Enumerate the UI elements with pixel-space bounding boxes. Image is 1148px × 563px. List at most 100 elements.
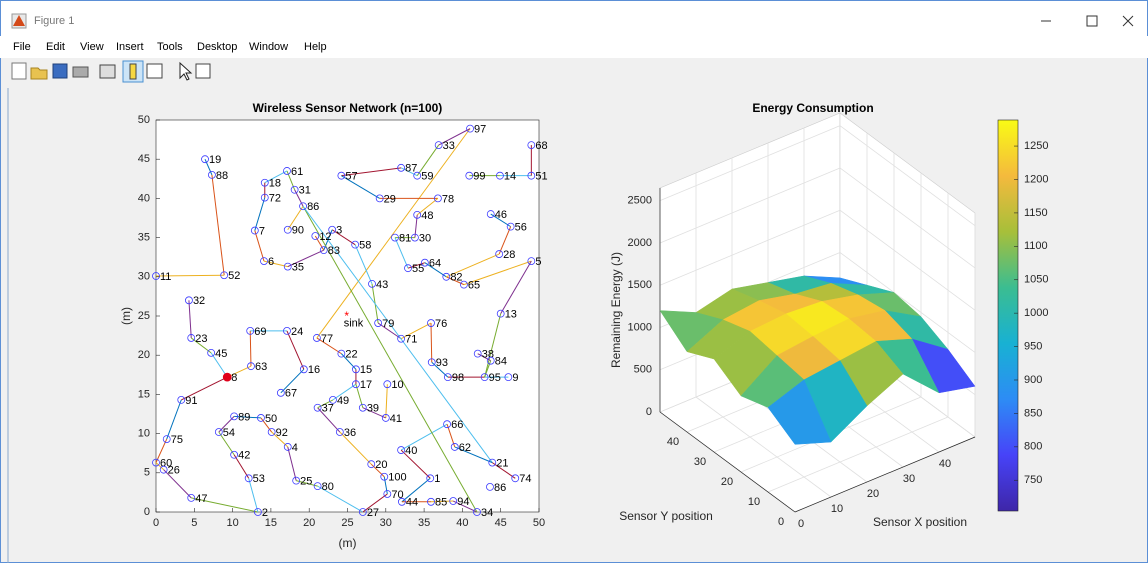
node-label: 97 (474, 124, 486, 136)
node (527, 171, 536, 180)
node-label: 25 (300, 476, 312, 488)
grid-line (839, 209, 976, 311)
x-tick-label: 0 (798, 518, 804, 530)
node (187, 493, 196, 502)
node (220, 271, 229, 280)
maximize-button[interactable] (1086, 15, 1098, 27)
x-axis-label: Sensor X position (873, 515, 967, 529)
node-label: 40 (405, 445, 417, 457)
edge (491, 462, 516, 479)
node-label: 6 (268, 256, 274, 268)
menu-item[interactable]: File (13, 41, 31, 53)
title-bar (0, 0, 1148, 36)
new-button[interactable] (11, 62, 27, 80)
menu-item[interactable]: View (80, 41, 104, 53)
menu-item[interactable]: Help (304, 41, 327, 53)
edge (317, 485, 364, 513)
legend-button[interactable] (146, 63, 163, 79)
print-button[interactable] (72, 66, 89, 78)
node (250, 226, 259, 235)
edge (287, 249, 324, 268)
node (465, 171, 474, 180)
axis-line (659, 411, 796, 513)
menu-item[interactable]: Insert (116, 41, 144, 53)
edge (394, 237, 409, 269)
sink-marker: * (344, 309, 349, 323)
open-button[interactable] (30, 67, 48, 80)
node (329, 395, 337, 404)
node-label: 44 (406, 497, 418, 509)
node-label: 68 (535, 140, 547, 152)
edit-plot-button[interactable] (179, 61, 193, 81)
node-label: 90 (292, 225, 304, 237)
node (283, 443, 292, 451)
node-label: 55 (412, 263, 424, 275)
node-label: 75 (171, 434, 183, 446)
grid-line (839, 252, 976, 353)
node-label: 11 (160, 271, 171, 283)
node (486, 483, 494, 491)
node-label: 79 (382, 318, 394, 330)
edge (190, 337, 212, 354)
node-label: 32 (193, 295, 205, 307)
menu-item[interactable]: Tools (157, 41, 183, 53)
x-tick-label: 0 (153, 517, 159, 529)
edge (181, 376, 228, 401)
node-label: 26 (168, 465, 180, 477)
colorbar-tick-label: 1100 (1024, 240, 1048, 252)
x-tick-label: 15 (265, 517, 277, 529)
edge (490, 213, 511, 228)
node (337, 171, 346, 180)
z-tick-label: 1000 (628, 321, 652, 333)
node (427, 497, 435, 506)
edge (354, 244, 373, 285)
edge (400, 167, 418, 177)
node-label: 59 (421, 171, 433, 183)
node (397, 163, 406, 172)
node-label: 22 (345, 349, 357, 361)
node-label: 35 (292, 262, 304, 274)
edge (155, 438, 168, 463)
edge (498, 226, 512, 255)
node-label: 10 (391, 379, 403, 391)
edge (155, 462, 164, 471)
edge (484, 360, 492, 378)
node-label: 47 (195, 493, 207, 505)
node-label: 12 (319, 231, 331, 243)
edge (407, 262, 426, 269)
node (383, 490, 392, 498)
node (391, 233, 399, 242)
node (506, 222, 515, 231)
edge (477, 353, 491, 362)
y-tick-label: 10 (748, 496, 760, 508)
x-tick-label: 30 (903, 473, 915, 485)
node (159, 465, 168, 474)
z-axis-label: Remaining Energy (J) (609, 252, 623, 368)
x-tick-label: 20 (867, 488, 879, 500)
menu-item[interactable]: Desktop (197, 41, 237, 53)
node-label: 52 (228, 270, 240, 282)
node (299, 365, 308, 374)
node (426, 474, 435, 483)
close-button[interactable] (1122, 15, 1134, 27)
node-label: 51 (535, 171, 547, 183)
node-label: 49 (337, 395, 349, 407)
edge (302, 205, 493, 463)
menu-item[interactable]: Edit (46, 41, 65, 53)
y-axis-label: (m) (119, 307, 133, 325)
node-label: 8 (231, 372, 237, 384)
menu-item[interactable]: Window (249, 41, 288, 53)
node (449, 497, 458, 505)
node-label: 99 (473, 171, 485, 183)
axis-line (794, 436, 976, 513)
node-label: 45 (215, 348, 227, 360)
save-button[interactable] (52, 63, 68, 79)
property-button[interactable] (195, 63, 211, 79)
node-label: 85 (435, 497, 447, 509)
link-button[interactable] (99, 64, 116, 79)
node (299, 202, 307, 211)
z-tick-label: 2500 (628, 195, 652, 207)
node (313, 482, 322, 491)
node-label: 18 (269, 178, 281, 190)
